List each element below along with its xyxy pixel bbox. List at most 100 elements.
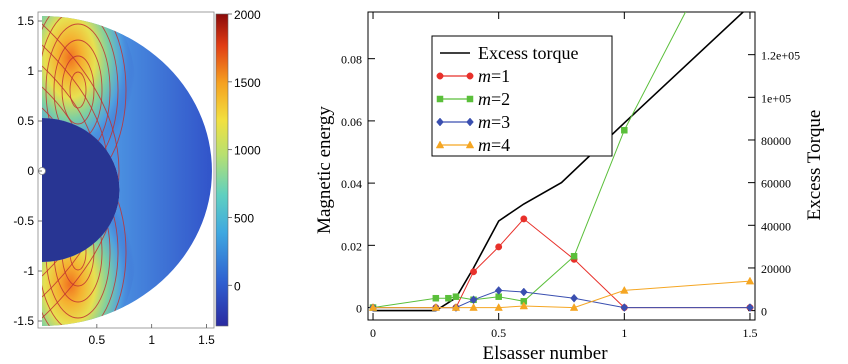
inner-core xyxy=(42,118,120,262)
heatmap-y-tick-label: -1 xyxy=(23,264,34,278)
colorbar-tick-label: 500 xyxy=(234,211,254,225)
colorbar-tick-label: 1000 xyxy=(234,144,261,158)
legend-value: =2 xyxy=(491,89,510,109)
right-y-tick-label: 1.2e+05 xyxy=(761,49,800,63)
data-point xyxy=(746,303,754,312)
legend-item: m=4 xyxy=(435,135,510,155)
right-y-tick-label: 60000 xyxy=(761,177,791,191)
right-y-ticks: 0 20000 40000 60000 80000 1e+05 1.2e+05 xyxy=(748,49,800,319)
legend-marker xyxy=(436,95,444,103)
legend-marker xyxy=(465,140,475,149)
data-point xyxy=(570,293,578,303)
data-point xyxy=(431,303,441,311)
series-group xyxy=(368,12,755,312)
data-point xyxy=(519,287,528,297)
right-y-tick-label: 0 xyxy=(761,305,767,319)
heatmap-y-tick-label: 1 xyxy=(27,64,34,78)
legend-var: m xyxy=(478,112,491,132)
legend-label: m=4 xyxy=(478,135,510,155)
data-point xyxy=(620,285,629,294)
legend-value: =1 xyxy=(491,66,510,86)
legend-label: Excess torque xyxy=(478,43,578,63)
heatmap-y-tick-label: 0 xyxy=(27,164,34,178)
legend-box xyxy=(431,35,613,157)
data-point xyxy=(445,294,452,302)
colorbar-tick-label: 2000 xyxy=(234,8,261,22)
x-axis-title: Elsasser number xyxy=(482,343,608,364)
y2-axis-title: Excess Torque xyxy=(804,110,825,221)
right-y-tick-label: 20000 xyxy=(761,262,791,276)
data-point xyxy=(494,286,503,295)
legend-value: =3 xyxy=(491,112,510,132)
left-y-ticks: 0 0.02 0.04 0.06 0.08 xyxy=(341,53,375,316)
x-ticks: 0 0.5 1 1.5 xyxy=(370,12,757,340)
data-point xyxy=(470,268,477,276)
colorbar: 2000 1500 1000 500 0 xyxy=(215,8,261,327)
legend-marker xyxy=(466,95,474,103)
data-point xyxy=(621,126,628,134)
y-axis-title: Magnetic energy xyxy=(314,106,335,234)
x-tick-label: 0.5 xyxy=(491,326,506,340)
legend-item: m=1 xyxy=(436,66,510,86)
legend-marker xyxy=(435,140,445,149)
heatmap-y-ticks: 1.5 1 0.5 0 -0.5 -1 -1.5 xyxy=(13,14,42,328)
heatmap-frame xyxy=(37,11,215,329)
streamline xyxy=(61,55,95,125)
data-point xyxy=(520,215,528,223)
data-point xyxy=(368,303,378,311)
data-point xyxy=(494,303,503,311)
series-line xyxy=(372,12,687,309)
legend-marker xyxy=(436,117,444,127)
heatmap-y-tick-label: 1.5 xyxy=(17,14,34,28)
right-y-tick-label: 80000 xyxy=(761,134,791,148)
x-tick-label: 1 xyxy=(621,326,627,340)
left-y-tick-label: 0.06 xyxy=(341,115,362,129)
x-tick-label: 1.5 xyxy=(742,326,757,340)
heatmap-panel: 1.5 1 0.5 0 -0.5 -1 -1.5 0.5 1 1.5 xyxy=(13,11,215,347)
data-point xyxy=(570,252,578,260)
data-point xyxy=(519,301,529,310)
heatmap-x-ticks: 0.5 1 1.5 xyxy=(88,324,215,347)
heatmap-y-tick-label: -0.5 xyxy=(13,214,34,228)
heatmap-x-tick-label: 1 xyxy=(148,333,155,347)
colorbar-tick-label: 1500 xyxy=(234,76,261,90)
heatmap-x-tick-label: 0.5 xyxy=(88,333,105,347)
legend-var: m xyxy=(478,89,491,109)
colorbar-strip xyxy=(215,13,229,327)
left-y-tick-label: 0.08 xyxy=(341,53,362,67)
left-y-tick-label: 0.04 xyxy=(341,177,362,191)
legend-item: m=2 xyxy=(436,89,510,109)
legend-item: m=3 xyxy=(436,112,510,132)
left-y-tick-label: 0 xyxy=(356,302,362,316)
heatmap-x-tick-label: 1.5 xyxy=(198,333,215,347)
data-point xyxy=(432,294,440,302)
data-point xyxy=(620,303,629,312)
streamline xyxy=(69,71,87,109)
legend-var: m xyxy=(478,66,491,86)
legend-marker xyxy=(466,72,474,80)
heatmap-y-tick-label: -1.5 xyxy=(13,314,34,328)
data-point xyxy=(745,276,755,285)
colorbar-tick-label: 0 xyxy=(234,279,241,293)
legend-marker xyxy=(466,117,474,127)
right-y-tick-label: 1e+05 xyxy=(761,91,791,105)
line-chart: 0 0.02 0.04 0.06 0.08 0 20000 40000 60000 80000 1… xyxy=(314,11,825,364)
data-point xyxy=(452,293,460,300)
series-4 xyxy=(368,276,755,311)
legend-label: m=3 xyxy=(478,112,510,132)
x-tick-label: 0 xyxy=(370,326,376,340)
legend-item: Excess torque xyxy=(440,43,578,63)
right-y-tick-label: 40000 xyxy=(761,219,791,233)
legend-label: m=1 xyxy=(478,66,510,86)
heatmap-y-tick-label: 0.5 xyxy=(17,114,34,128)
legend-marker xyxy=(436,72,444,80)
colorbar-ticks: 2000 1500 1000 500 0 xyxy=(228,8,261,293)
left-y-tick-label: 0.02 xyxy=(341,239,362,253)
data-point xyxy=(451,303,461,311)
data-point xyxy=(569,303,579,311)
legend-var: m xyxy=(478,135,491,155)
legend-value: =4 xyxy=(491,135,510,155)
data-point xyxy=(495,243,503,251)
